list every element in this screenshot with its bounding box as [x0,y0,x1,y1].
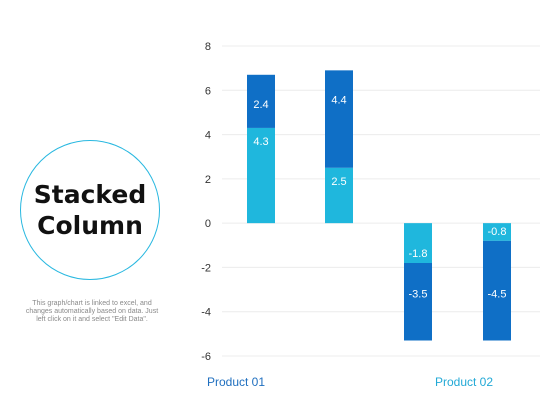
data-label: 4.3 [253,136,268,148]
bar-segment-light [325,167,353,224]
data-label: -3.5 [409,289,428,301]
bar-segment-dark [247,74,275,128]
y-tick-label: 6 [205,85,211,97]
data-label: -0.8 [488,226,507,238]
bar-segment-light [247,127,275,224]
title-line-1: Stacked [33,180,147,209]
data-label: 4.4 [331,94,346,106]
bar-segment-light [404,223,432,263]
y-tick-label: -6 [201,351,211,363]
y-tick-label: 0 [205,218,211,230]
x-category-label: Product 01 [207,375,265,389]
bar-segment-light [483,223,511,241]
y-tick-label: -2 [201,262,211,274]
bar-segment-dark [483,240,511,341]
title-line-2: Column [37,211,143,240]
data-label: 2.5 [331,176,346,188]
title-circle: Stacked Column [20,140,160,280]
chart-title: Stacked Column [25,179,155,241]
bar-segment-dark [325,70,353,168]
data-label: 2.4 [253,99,268,111]
y-tick-label: 2 [205,174,211,186]
chart-caption: This graph/chart is linked to excel, and… [25,300,159,323]
y-tick-label: -4 [201,307,211,319]
x-category-label: Product 02 [435,375,493,389]
bar-segment-dark [404,263,432,341]
y-tick-label: 4 [205,130,211,142]
y-tick-label: 8 [205,41,211,53]
data-label: -1.8 [409,248,428,260]
data-label: -4.5 [488,289,507,301]
